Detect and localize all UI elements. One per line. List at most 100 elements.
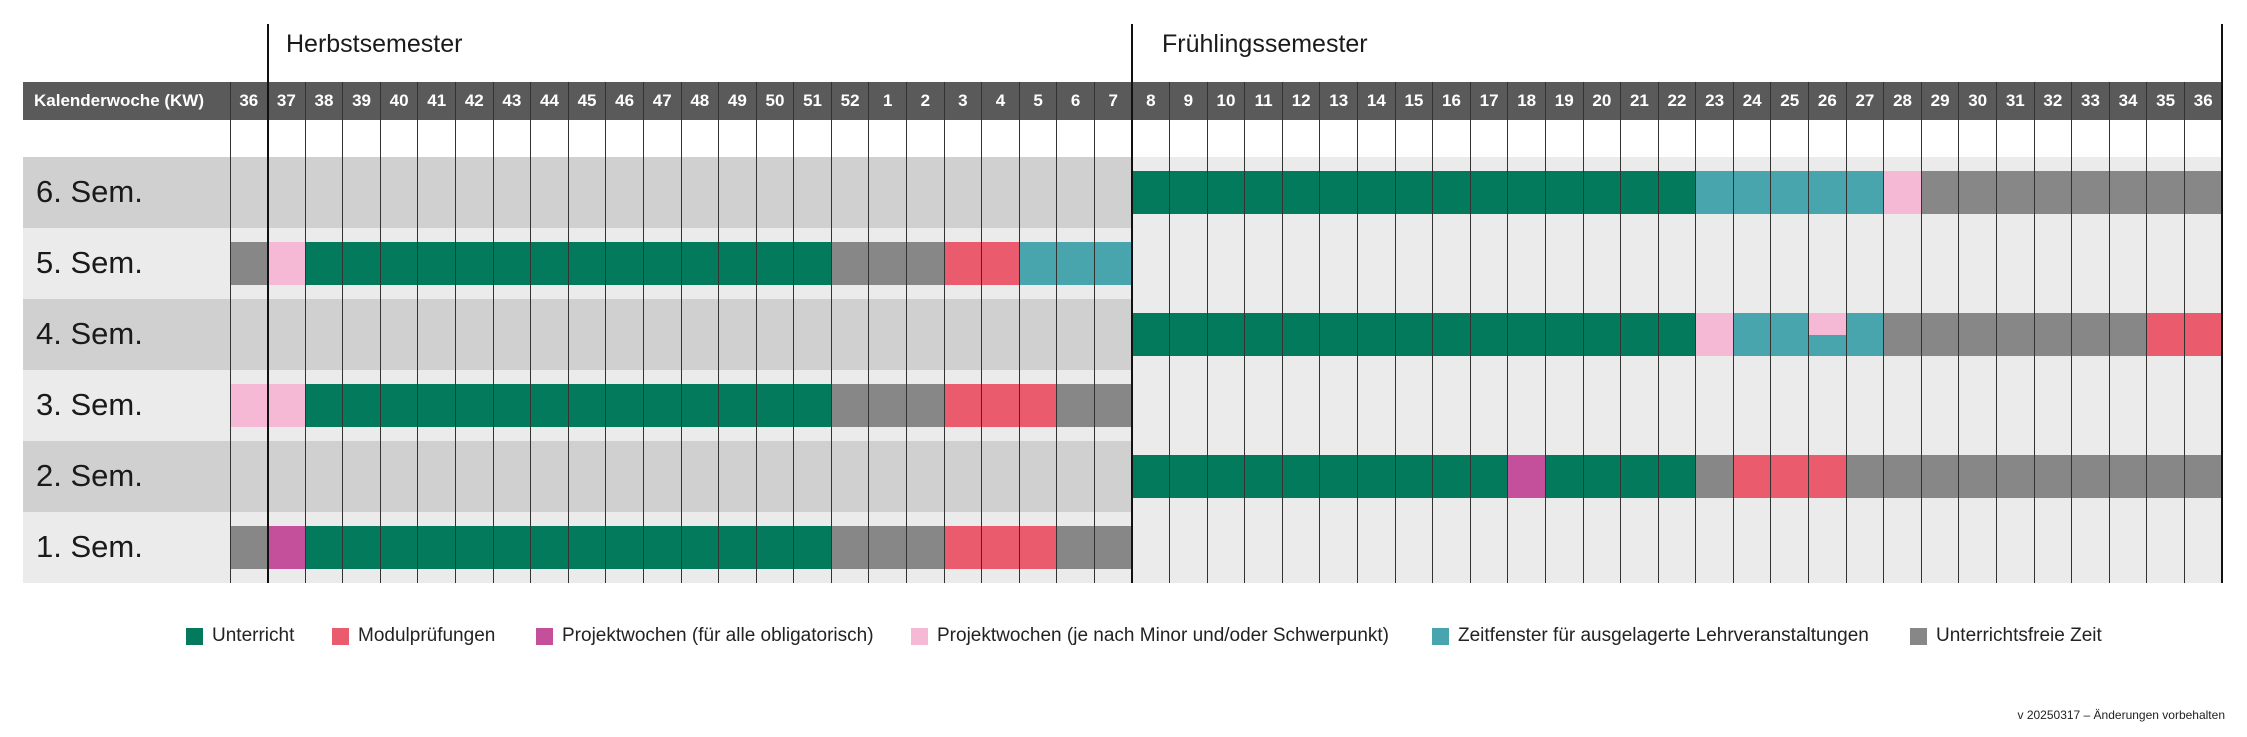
spring-semester-title: Frühlingssemester <box>1162 30 1368 58</box>
week-divider <box>1732 82 1734 583</box>
week-divider <box>1281 82 1283 583</box>
week-number: 37 <box>276 91 296 110</box>
week-divider <box>793 82 795 583</box>
week-number: 32 <box>2043 91 2063 110</box>
week-divider <box>830 82 832 583</box>
week-number: 33 <box>2080 91 2100 110</box>
week-divider <box>943 82 945 583</box>
week-number: 52 <box>840 91 860 110</box>
week-divider <box>605 82 607 583</box>
week-number: 17 <box>1479 91 1499 110</box>
schedule-block-free-time <box>230 242 268 285</box>
week-divider <box>1958 82 1960 583</box>
semester-row-label: 3. Sem. <box>36 387 143 422</box>
legend-label: Zeitfenster für ausgelagerte Lehrveranst… <box>1458 625 1869 646</box>
week-number: 43 <box>502 91 522 110</box>
legend-swatch <box>332 627 349 645</box>
week-divider <box>567 82 569 583</box>
schedule-block-module-exams <box>944 526 1057 569</box>
schedule-block-free-time <box>1695 455 1734 498</box>
week-number: 36 <box>2193 91 2213 110</box>
calendar-week-header <box>23 82 2223 120</box>
schedule-block-external-window <box>1019 242 1133 285</box>
week-divider <box>1169 82 1171 583</box>
week-number: 14 <box>1366 91 1386 110</box>
semester-row-label: 6. Sem. <box>36 174 143 209</box>
schedule-block-teaching <box>1132 313 1696 356</box>
week-number: 20 <box>1592 91 1612 110</box>
schedule-block-free-time <box>230 526 268 569</box>
legend-label: Unterricht <box>212 625 295 646</box>
semester-row-label: 2. Sem. <box>36 458 143 493</box>
schedule-block-free-time <box>831 384 945 427</box>
week-number: 46 <box>615 91 635 110</box>
week-number: 12 <box>1291 91 1311 110</box>
schedule-block-free-time <box>831 526 945 569</box>
week-number: 49 <box>727 91 747 110</box>
week-number: 29 <box>1930 91 1950 110</box>
week-divider <box>1432 82 1434 583</box>
week-number: 7 <box>1108 91 1118 110</box>
week-divider <box>1883 82 1885 583</box>
week-number: 40 <box>389 91 409 110</box>
week-number: 21 <box>1629 91 1649 110</box>
week-divider <box>1206 82 1208 583</box>
week-number: 3 <box>958 91 968 110</box>
week-divider <box>1695 82 1697 583</box>
week-divider <box>1507 82 1509 583</box>
week-divider <box>492 82 494 583</box>
week-divider <box>1620 82 1622 583</box>
week-divider <box>868 82 870 583</box>
schedule-block-teaching <box>1132 171 1696 214</box>
week-number: 4 <box>995 91 1006 110</box>
week-divider <box>455 82 456 583</box>
week-divider <box>1093 82 1095 583</box>
week-divider <box>2146 82 2148 583</box>
week-number: 11 <box>1254 91 1273 110</box>
legend-swatch <box>186 627 203 645</box>
schedule-block-external-window <box>1846 313 1884 356</box>
week-divider <box>1244 82 1246 583</box>
week-divider <box>2183 82 2185 583</box>
legend-swatch <box>1432 627 1449 645</box>
week-number: 30 <box>1968 91 1988 110</box>
week-divider <box>229 82 231 583</box>
legend-swatch <box>911 627 928 645</box>
week-divider <box>379 82 381 583</box>
week-number: 13 <box>1329 91 1349 110</box>
week-divider <box>755 82 757 583</box>
week-number: 36 <box>239 91 259 110</box>
week-number: 24 <box>1742 91 1762 110</box>
semester-row-label: 1. Sem. <box>36 529 143 564</box>
legend-swatch <box>1910 627 1927 645</box>
semester-divider <box>1131 24 1134 583</box>
schedule-block-free-time <box>1883 313 2147 356</box>
week-divider <box>304 82 306 583</box>
week-number: 16 <box>1442 91 1461 110</box>
week-number: 1 <box>882 91 893 110</box>
week-number: 9 <box>1183 91 1194 110</box>
week-number: 51 <box>803 91 823 110</box>
week-number: 35 <box>2156 91 2176 110</box>
legend-swatch <box>536 627 553 645</box>
schedule-block-project-weeks-mandatory <box>267 526 306 569</box>
week-divider <box>1808 82 1810 583</box>
week-divider <box>1845 82 1847 583</box>
week-number: 45 <box>577 91 597 110</box>
semester-divider <box>266 24 269 583</box>
week-number: 18 <box>1517 91 1537 110</box>
week-number: 2 <box>920 91 931 110</box>
week-number: 6 <box>1070 91 1081 110</box>
week-divider <box>2033 82 2035 583</box>
schedule-block-free-time <box>831 242 945 285</box>
legend-item: Zeitfenster für ausgelagerte Lehrveranst… <box>1432 625 1869 647</box>
week-number: 39 <box>352 91 371 110</box>
week-number: 15 <box>1404 91 1424 110</box>
week-number: 5 <box>1033 91 1043 110</box>
week-number: 8 <box>1146 91 1156 110</box>
legend-label: Projektwochen (je nach Minor und/oder Sc… <box>937 625 1390 646</box>
semester-divider <box>2221 24 2223 583</box>
week-divider <box>1018 82 1020 583</box>
week-divider <box>2071 82 2073 583</box>
